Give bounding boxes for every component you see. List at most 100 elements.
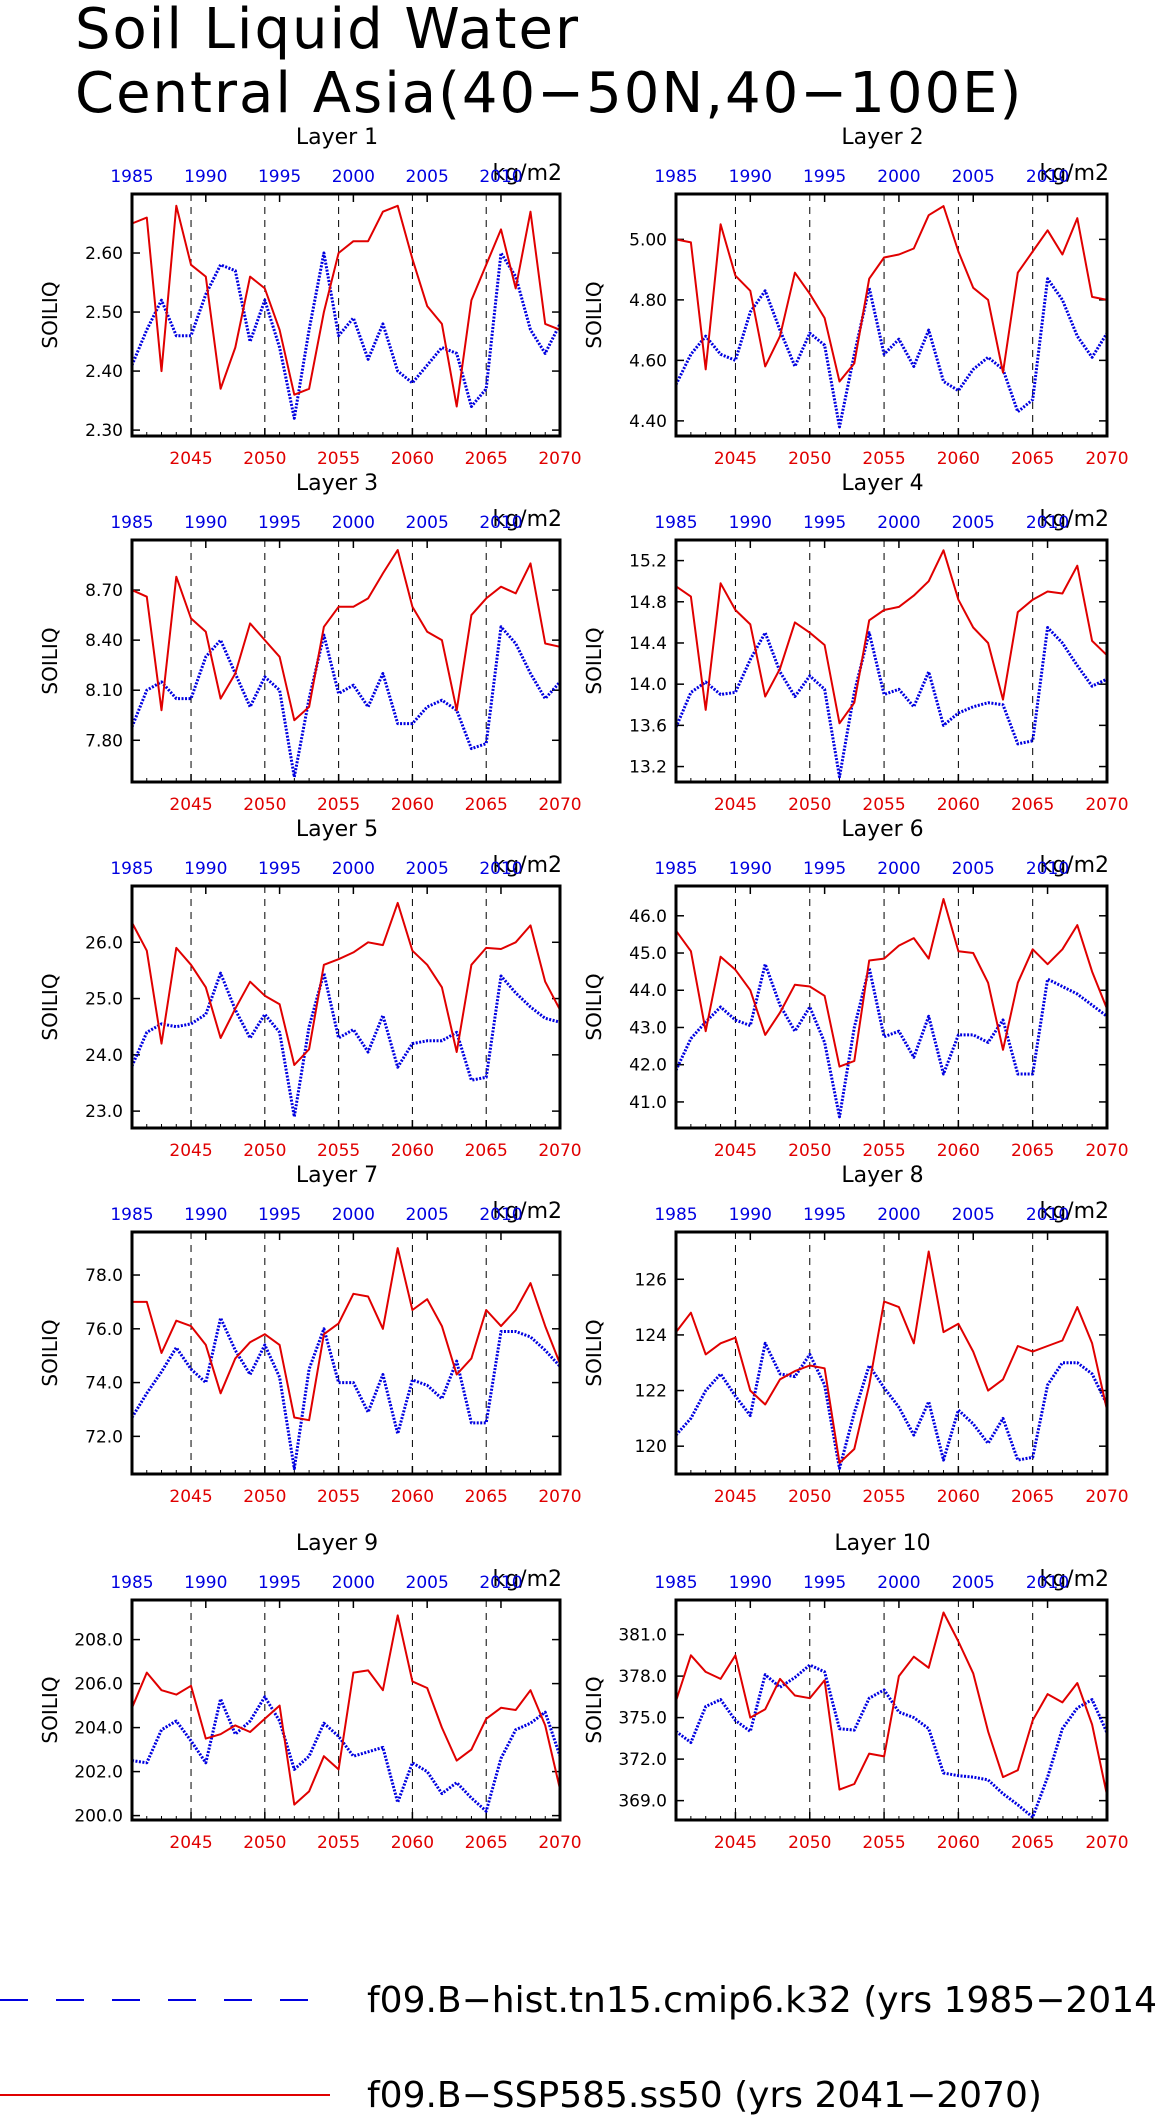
layer-2-series-hist [674, 277, 1109, 429]
layer-10-xtop-label-1990: 1990 [729, 1573, 772, 1593]
layer-5-series-ssp [131, 901, 561, 1066]
layer-2-title: Layer 2 [841, 125, 923, 150]
layer-5-xtop-label-2010: 2010 [479, 859, 522, 879]
layer-8-xtop-label-1985: 1985 [654, 1205, 697, 1225]
layer-5-xtick-label-2050: 2050 [243, 1141, 286, 1161]
layer-6-xtick-label-2065: 2065 [1011, 1141, 1054, 1161]
layer-6-xtick-label-2050: 2050 [788, 1141, 831, 1161]
layer-4-xtick-label-2065: 2065 [1011, 795, 1054, 815]
layer-9-title: Layer 9 [296, 1531, 378, 1556]
layer-9-xtop-label-1985: 1985 [110, 1573, 153, 1593]
layer-7-ylabel: SOILIQ [38, 1319, 62, 1386]
layer-4-frame [674, 538, 1109, 784]
layer-1-xtick-label-2055: 2055 [317, 449, 360, 469]
layer-6-title: Layer 6 [841, 817, 923, 842]
layer-3-title: Layer 3 [296, 471, 378, 496]
layer-1-panel: Layer 1 kg/m2 SOILIQ 2.30 2.40 2.50 2.60 2045 20… [38, 125, 582, 469]
layer-6-frame [674, 884, 1109, 1130]
layer-2-xtop-label-1990: 1990 [729, 167, 772, 187]
layer-8-xtop-label-2000: 2000 [877, 1205, 920, 1225]
layer-10-xtick-label-2050: 2050 [788, 1833, 831, 1853]
layer-9-ytick-label-1: 202.0 [74, 1763, 123, 1783]
layer-3-xtop-label-1985: 1985 [110, 513, 153, 533]
layer-6-xtick-label-2055: 2055 [862, 1141, 905, 1161]
layer-7-ytick-label-2: 76.0 [85, 1320, 123, 1340]
layer-7-series-hist [130, 1316, 562, 1471]
layer-2-xtick-label-2055: 2055 [862, 449, 905, 469]
layer-9-ylabel: SOILIQ [38, 1676, 62, 1743]
layer-8-series-hist [674, 1341, 1109, 1470]
layer-7-ytick-label-1: 74.0 [85, 1374, 123, 1394]
layer-6-series-ssp [675, 898, 1108, 1068]
layer-5-ytick-label-1: 24.0 [85, 1046, 123, 1066]
layer-3-xtick-label-2070: 2070 [538, 795, 581, 815]
layer-1-series-hist [130, 251, 562, 420]
layer-10-units: kg/m2 [1039, 1567, 1109, 1592]
layer-9-xtick-label-2045: 2045 [169, 1833, 212, 1853]
legend-label-ssp: f09.B−SSP585.ss50 (yrs 2041−2070) [367, 2075, 1042, 2116]
layer-2-ytick-label-2: 4.80 [629, 291, 667, 311]
layer-1-ytick-label-2: 2.50 [85, 303, 123, 323]
layer-8-panel: Layer 8 kg/m2 SOILIQ 120 122 124 126 2045 2050 20… [582, 1163, 1129, 1507]
layer-3-xtop-label-2010: 2010 [479, 513, 522, 533]
layer-3-panel: Layer 3 kg/m2 SOILIQ 7.80 8.10 8.40 8.70 2045 20… [38, 471, 582, 815]
layer-9-series-hist [131, 1695, 562, 1813]
layer-6-ylabel: SOILIQ [582, 973, 606, 1040]
layer-2-xtop-label-1995: 1995 [803, 167, 846, 187]
layer-9-xtop-label-2010: 2010 [479, 1573, 522, 1593]
layer-2-units: kg/m2 [1039, 161, 1109, 186]
layer-1-xtop-label-2005: 2005 [406, 167, 449, 187]
layer-1-ytick-label-3: 2.60 [85, 244, 123, 264]
figure-title-line2: Central Asia(40−50N,40−100E) [75, 61, 1023, 126]
layer-7-xtick-label-2050: 2050 [243, 1487, 286, 1507]
layer-3-units: kg/m2 [492, 507, 562, 532]
layer-6-xtop-label-2000: 2000 [877, 859, 920, 879]
layer-2-xtick-label-2050: 2050 [788, 449, 831, 469]
layer-4-ytick-label-2: 14.0 [629, 675, 667, 695]
layer-10-panel: Layer 10 kg/m2 SOILIQ 369.0 372.0 375.0 378.0 3… [582, 1531, 1129, 1853]
panels-group: Layer 1 kg/m2 SOILIQ 2.30 2.40 2.50 2.60 2045 20… [38, 125, 1129, 1853]
layer-10-ytick-label-3: 378.0 [618, 1667, 667, 1687]
layer-10-frame [674, 1598, 1109, 1822]
layer-7-xtop-label-2000: 2000 [332, 1205, 375, 1225]
layer-5-xtop-label-2000: 2000 [332, 859, 375, 879]
layer-6-ytick-label-1: 42.0 [629, 1056, 667, 1076]
layer-9-xtick-label-2065: 2065 [465, 1833, 508, 1853]
layer-7-title: Layer 7 [296, 1163, 378, 1188]
layer-5-xtick-label-2070: 2070 [538, 1141, 581, 1161]
layer-2-xtick-label-2045: 2045 [714, 449, 757, 469]
layer-6-ytick-label-3: 44.0 [629, 981, 667, 1001]
layer-2-ytick-label-3: 5.00 [629, 230, 667, 250]
layer-7-xtick-label-2065: 2065 [465, 1487, 508, 1507]
layer-3-xtop-label-1990: 1990 [184, 513, 227, 533]
layer-10-xtop-label-1985: 1985 [654, 1573, 697, 1593]
layer-8-xtop-label-1990: 1990 [729, 1205, 772, 1225]
layer-8-xtop-label-2010: 2010 [1026, 1205, 1069, 1225]
layer-8-xtick-label-2050: 2050 [788, 1487, 831, 1507]
layer-3-xtop-label-2005: 2005 [406, 513, 449, 533]
layer-9-xtop-label-1995: 1995 [258, 1573, 301, 1593]
layer-6-xtop-label-1990: 1990 [729, 859, 772, 879]
layer-2-ytick-label-0: 4.40 [629, 412, 667, 432]
layer-8-xtick-label-2045: 2045 [714, 1487, 757, 1507]
layer-5-xtop-label-2005: 2005 [406, 859, 449, 879]
layer-9-xtop-label-1990: 1990 [184, 1573, 227, 1593]
layer-8-series-ssp [675, 1250, 1108, 1464]
layer-6-panel: Layer 6 kg/m2 SOILIQ 41.0 42.0 43.0 44.0 45.0 46… [582, 817, 1129, 1161]
layer-9-ytick-label-3: 206.0 [74, 1675, 123, 1695]
layer-9-xtick-label-2070: 2070 [538, 1833, 581, 1853]
layer-5-series-hist [130, 971, 561, 1119]
layer-1-units: kg/m2 [492, 161, 562, 186]
layer-8-ytick-label-3: 126 [635, 1270, 667, 1290]
layer-10-series-ssp [675, 1611, 1108, 1796]
layer-5-frame [130, 884, 562, 1130]
layer-8-xtick-label-2060: 2060 [937, 1487, 980, 1507]
layer-4-ytick-label-5: 15.2 [629, 552, 667, 572]
layer-4-ytick-label-0: 13.2 [629, 758, 667, 778]
layer-2-frame [674, 192, 1109, 438]
layer-4-xtop-label-1985: 1985 [654, 513, 697, 533]
layer-9-ytick-label-4: 208.0 [74, 1631, 123, 1651]
layer-4-units: kg/m2 [1039, 507, 1109, 532]
layer-10-xtick-label-2060: 2060 [937, 1833, 980, 1853]
